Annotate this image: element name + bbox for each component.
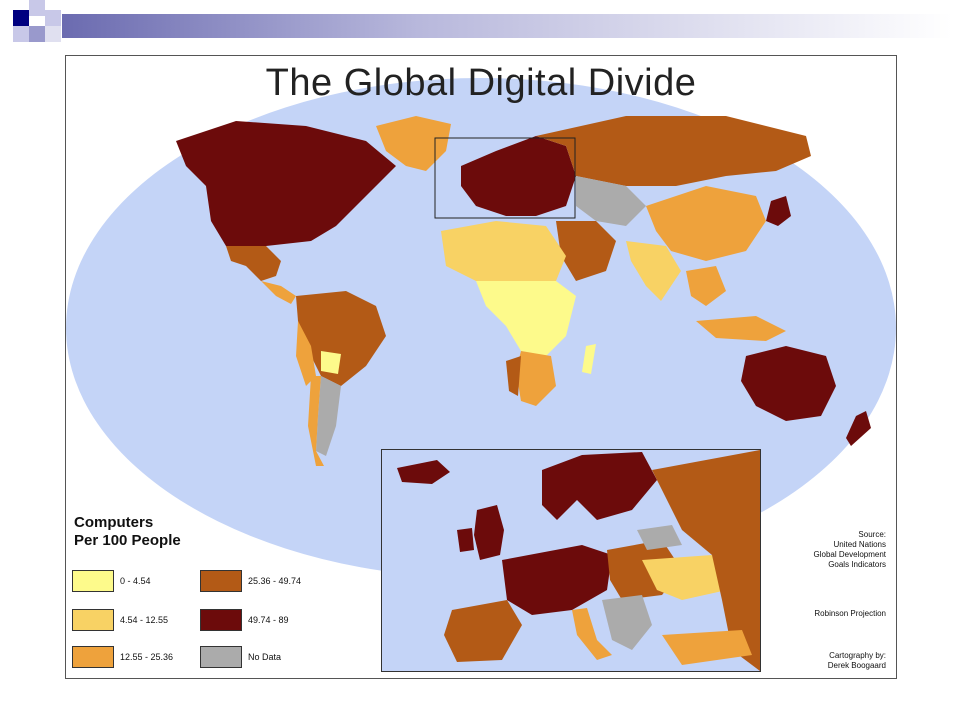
- deco-square-light: [13, 26, 29, 42]
- inset-russia: [652, 450, 760, 671]
- source-line: United Nations: [833, 540, 886, 549]
- region-australia: [741, 346, 836, 421]
- deco-gradient-bar: [62, 14, 952, 38]
- region-japan: [766, 196, 791, 226]
- map-frame: The Global Digital Divide: [65, 55, 897, 679]
- source-line: Goals Indicators: [828, 560, 886, 569]
- credit-line: Cartography by:: [829, 651, 886, 660]
- inset-balkans: [602, 595, 652, 650]
- region-china: [646, 186, 766, 261]
- legend-item: 49.74 - 89: [200, 609, 289, 631]
- legend-item: 25.36 - 49.74: [200, 570, 301, 592]
- slide-decoration: [0, 0, 960, 55]
- inset-belarus: [637, 525, 682, 550]
- europe-inset: [381, 449, 761, 672]
- credit-line: Derek Boogaard: [827, 661, 886, 670]
- map-title: The Global Digital Divide: [265, 62, 697, 104]
- source-line: Source:: [858, 530, 886, 539]
- inset-ukraine: [642, 555, 727, 600]
- region-central-africa: [476, 281, 576, 356]
- legend-label: No Data: [248, 652, 282, 662]
- deco-square-dark: [13, 10, 29, 26]
- region-russia: [536, 116, 811, 186]
- region-new-zealand: [846, 411, 871, 446]
- legend-label: 12.55 - 25.36: [120, 652, 174, 662]
- legend-label: 4.54 - 12.55: [120, 615, 169, 625]
- legend-item: 12.55 - 25.36: [72, 646, 173, 668]
- region-north-africa: [441, 221, 566, 286]
- source-note: Source: United Nations Global Developmen…: [814, 530, 886, 570]
- region-madagascar: [582, 344, 596, 374]
- legend-swatch: [200, 609, 242, 631]
- legend-label: 0 - 4.54: [120, 576, 151, 586]
- region-indonesia: [696, 316, 786, 341]
- region-europe: [461, 136, 576, 216]
- europe-inset-map: [397, 450, 760, 671]
- legend-label: 25.36 - 49.74: [248, 576, 302, 586]
- projection-note: Robinson Projection: [814, 609, 886, 618]
- inset-italy: [572, 608, 612, 660]
- legend-swatch: [72, 609, 114, 631]
- legend-label: 49.74 - 89: [248, 615, 289, 625]
- deco-square-light: [29, 26, 45, 42]
- legend-item: 0 - 4.54: [72, 570, 151, 592]
- legend-swatch: [72, 570, 114, 592]
- inset-western-europe: [502, 545, 612, 615]
- region-central-america: [261, 281, 296, 304]
- deco-square-light: [29, 0, 45, 16]
- legend-item: No Data: [200, 646, 281, 668]
- inset-ireland: [457, 528, 474, 552]
- region-southeast-asia: [686, 266, 726, 306]
- credit-note: Cartography by: Derek Boogaard: [828, 651, 886, 671]
- source-line: Global Development: [813, 550, 886, 559]
- legend-title-line1: Computers: [74, 514, 154, 531]
- region-canada-usa: [176, 121, 396, 246]
- legend-swatch: [200, 646, 242, 668]
- inset-turkey: [662, 630, 752, 665]
- region-south-america-west: [296, 321, 316, 386]
- deco-square-light: [45, 10, 61, 26]
- europe-highlight-box: [434, 137, 576, 219]
- region-chile: [308, 376, 324, 466]
- legend-title: Computers Per 100 People: [74, 514, 181, 550]
- legend-swatch: [72, 646, 114, 668]
- inset-iceland: [397, 460, 450, 484]
- region-central-asia: [576, 176, 646, 226]
- region-south-america-north: [296, 291, 386, 386]
- legend-item: 4.54 - 12.55: [72, 609, 168, 631]
- region-mexico: [226, 246, 281, 281]
- world-map: [66, 78, 896, 578]
- region-india: [626, 241, 681, 301]
- legend-swatch: [200, 570, 242, 592]
- region-bolivia: [321, 351, 341, 374]
- region-argentina: [316, 376, 341, 456]
- region-greenland: [376, 116, 451, 171]
- legend-title-line2: Per 100 People: [74, 532, 181, 549]
- deco-square-light: [45, 26, 61, 42]
- region-middle-east: [556, 221, 616, 281]
- inset-scandinavia: [542, 452, 657, 520]
- inset-iberia: [444, 600, 522, 662]
- inset-uk: [474, 505, 504, 560]
- region-south-africa: [516, 351, 556, 406]
- region-namibia: [506, 356, 521, 396]
